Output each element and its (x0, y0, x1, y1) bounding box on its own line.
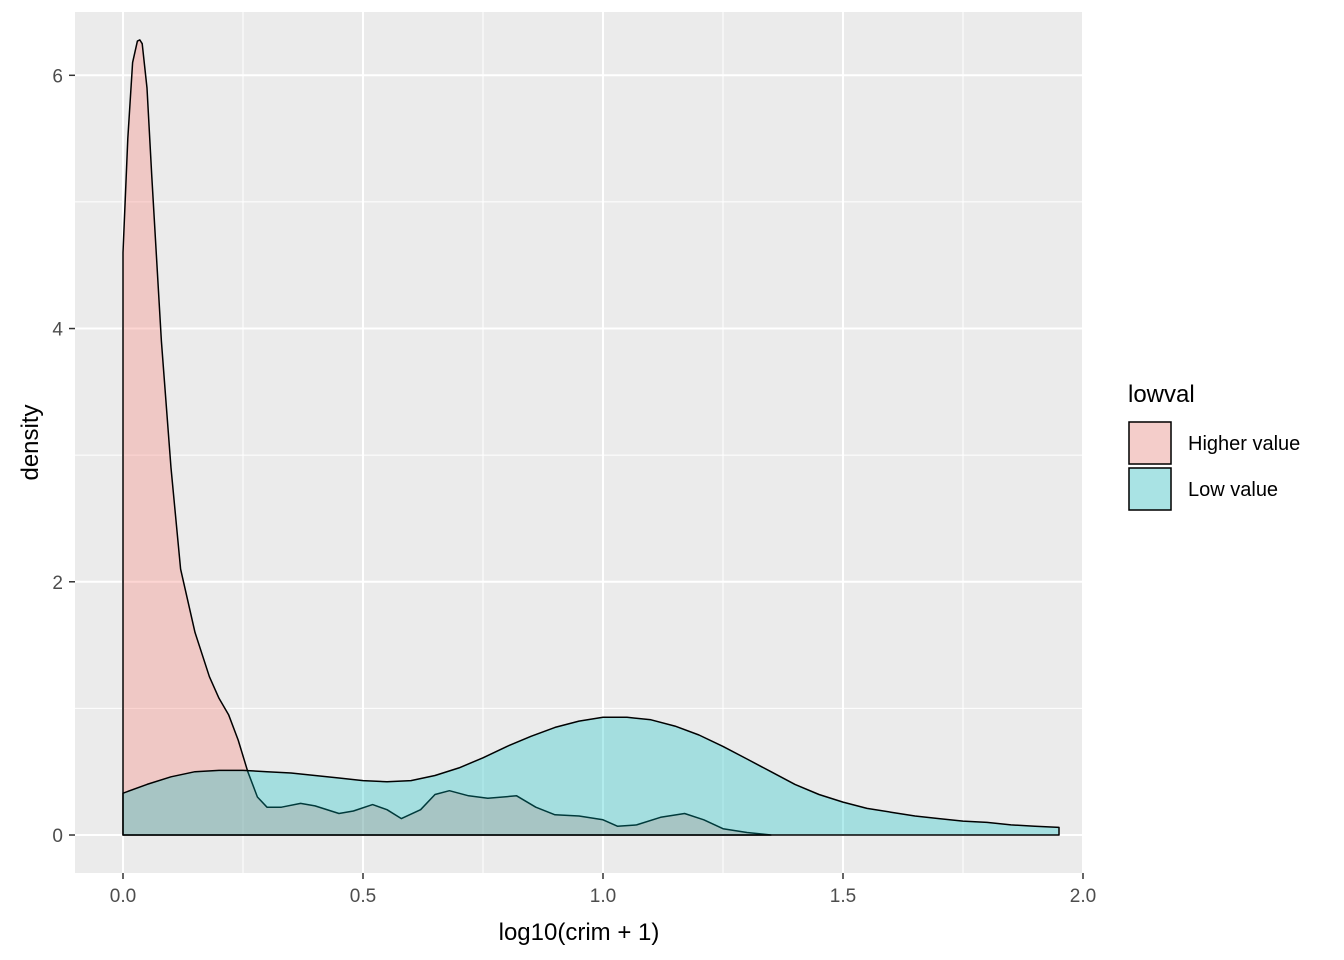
x-axis-title: log10(crim + 1) (499, 919, 660, 946)
legend-title: lowval (1128, 381, 1195, 408)
x-tick-label: 0.0 (110, 886, 136, 907)
major-gridlines (75, 12, 1084, 873)
x-tick-label: 2.0 (1070, 886, 1096, 907)
y-axis-title: density (17, 404, 44, 480)
x-tick-label: 1.5 (830, 886, 856, 907)
legend-swatch (1128, 421, 1172, 465)
legend-key-background (1128, 421, 1172, 465)
density-area-2 (122, 716, 1060, 836)
density-areas (122, 39, 1060, 836)
y-tick-label: 4 (52, 320, 63, 341)
minor-gridlines (75, 12, 1083, 873)
y-axis-ticks: 0 2 4 6 (52, 66, 75, 847)
legend: lowval Higher value Low value (1128, 381, 1300, 511)
x-axis-ticks: 0.0 0.5 1.0 1.5 2.0 (110, 873, 1096, 907)
y-tick-label: 6 (52, 66, 63, 87)
legend-label: Higher value (1188, 433, 1300, 455)
y-tick-label: 0 (52, 826, 63, 847)
x-tick-label: 1.0 (590, 886, 616, 907)
y-tick-label: 2 (52, 573, 63, 594)
legend-label: Low value (1188, 479, 1278, 501)
legend-items: Higher value Low value (1128, 421, 1300, 511)
legend-swatch (1128, 467, 1172, 511)
x-tick-label: 0.5 (350, 886, 376, 907)
legend-key-background (1128, 467, 1172, 511)
density-area-1 (122, 39, 772, 836)
